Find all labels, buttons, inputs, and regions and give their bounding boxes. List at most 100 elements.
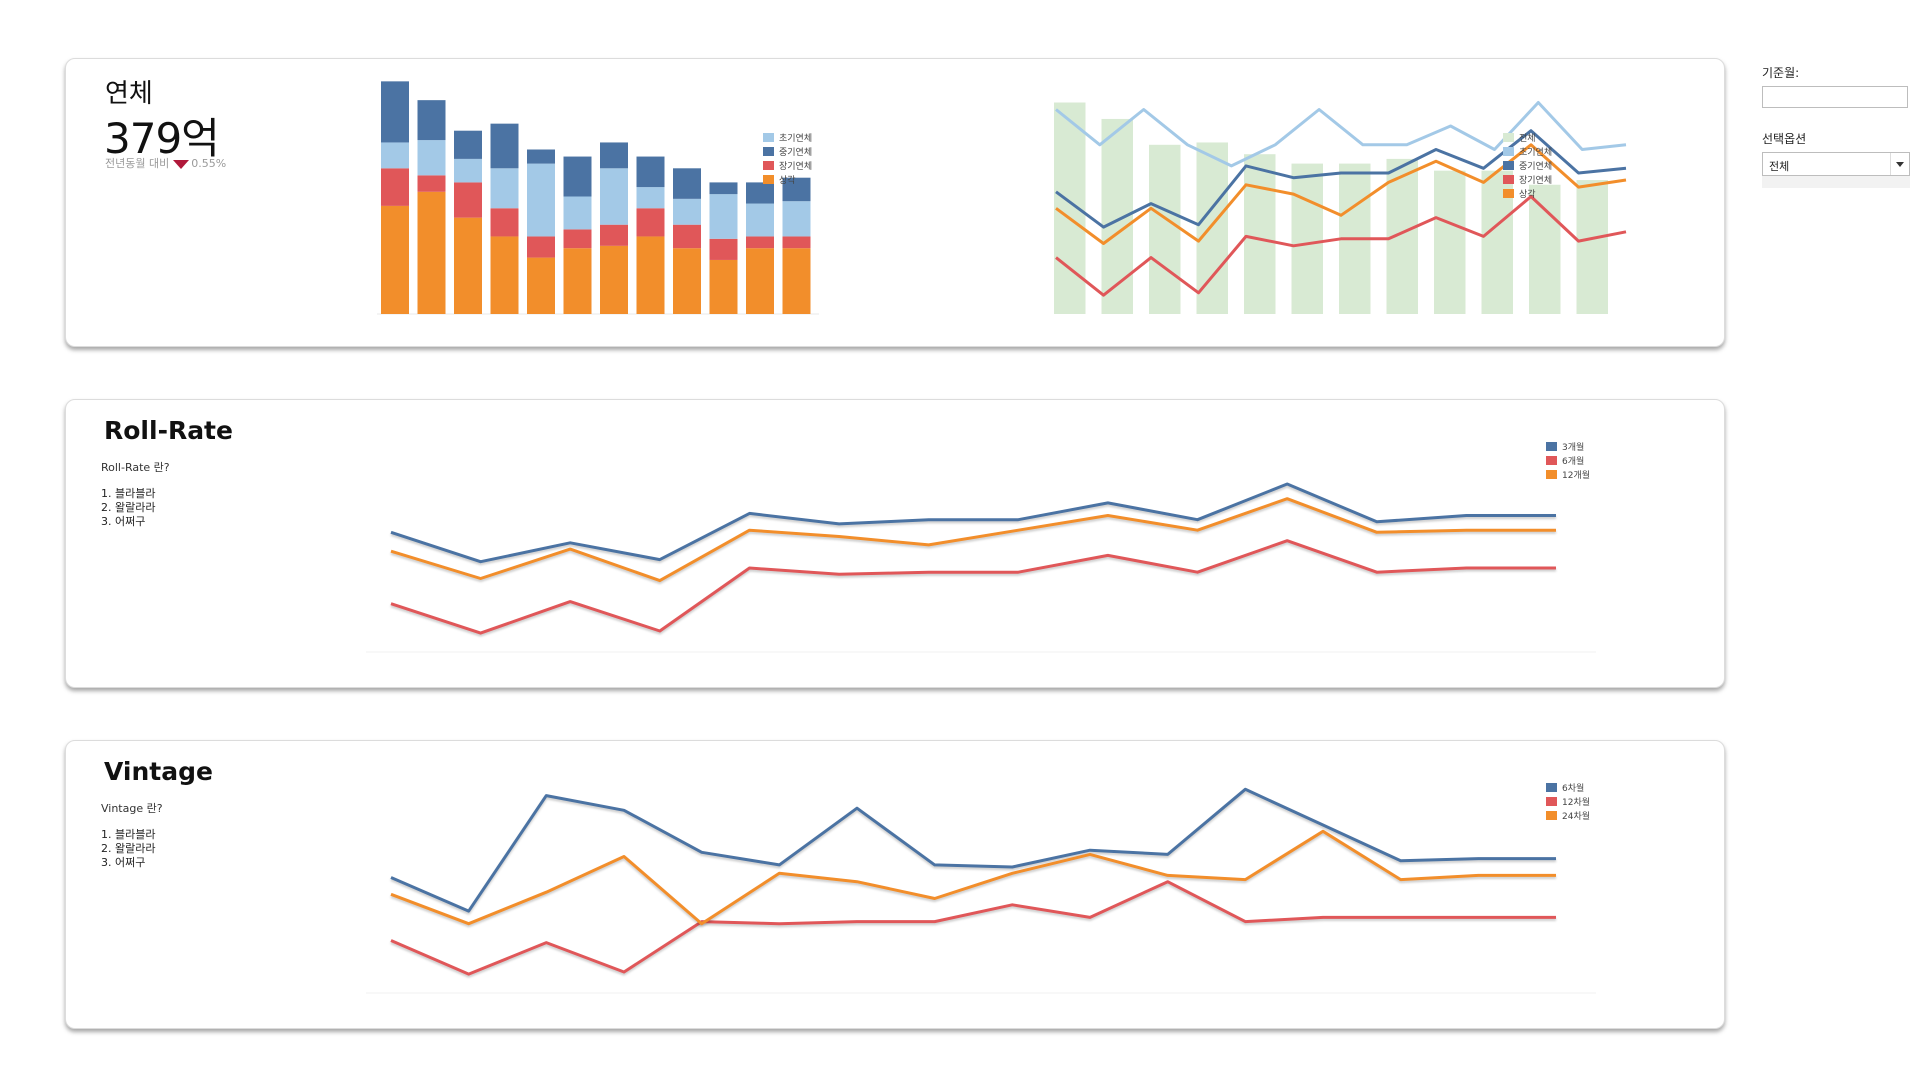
list-item: 3. 어쩌구 (101, 515, 146, 528)
stacked-bar-segment (527, 236, 555, 258)
combo-legend-swatch (1503, 147, 1514, 156)
vintage-legend-swatch (1546, 797, 1557, 806)
rollrate-legend-swatch (1546, 456, 1557, 465)
stacked-bar-segment (527, 257, 555, 314)
rollrate-card: Roll-Rate Roll-Rate 란? 1. 블라블라 2. 왈랄라라 3… (65, 399, 1725, 688)
stacked-bar-segment (417, 191, 446, 314)
stacked-bar-segment (673, 168, 701, 199)
month-input[interactable] (1762, 86, 1908, 108)
rollrate-series-line (390, 482, 1556, 564)
stacked-bar-segment (454, 217, 482, 314)
vintage-line-chart: 6차월 12차월 24차월 (366, 782, 1596, 994)
vintage-card: Vintage Vintage 란? 1. 블라블라 2. 왈랄라라 3. 어쩌… (65, 740, 1725, 1029)
chevron-down-icon[interactable] (1890, 153, 1909, 175)
combo-legend-swatch (1503, 189, 1514, 198)
stacked-bar-segment (636, 187, 665, 209)
stacked-bar-segment (600, 245, 628, 314)
list-item: 1. 블라블라 (101, 828, 156, 841)
kpi-delta-value: 0.55% (191, 157, 227, 170)
rollrate-series-line (390, 539, 1556, 635)
stacked-legend-label: 장기연체 (779, 161, 812, 172)
stacked-bar-segment (782, 248, 811, 314)
combo-legend-label: 전체 (1519, 133, 1536, 144)
combo-legend-swatch (1503, 161, 1514, 170)
stacked-bar-segment (636, 208, 665, 237)
stacked-bar-segment (454, 158, 482, 183)
vintage-desc: Vintage 란? (101, 802, 163, 815)
stacked-bar-segment (563, 156, 592, 197)
stacked-bar-segment (636, 156, 665, 188)
rollrate-list: 1. 블라블라 2. 왈랄라라 3. 어쩌구 (101, 487, 155, 529)
stacked-bar-segment (563, 248, 592, 314)
list-item: 2. 왈랄라라 (101, 501, 156, 514)
option-select[interactable]: 전체 (1762, 152, 1910, 176)
vintage-series-line (390, 787, 1556, 913)
vintage-legend-label: 6차월 (1562, 782, 1584, 794)
stacked-bar-segment (563, 229, 592, 249)
stacked-legend-label: 초기연체 (779, 133, 812, 144)
combo-bar (1529, 184, 1561, 314)
rollrate-legend-swatch (1546, 442, 1557, 451)
vintage-series-line (390, 880, 1556, 976)
rollrate-legend-label: 3개월 (1562, 441, 1584, 453)
combo-series-line (1055, 195, 1627, 297)
combo-bar (1291, 163, 1323, 314)
list-item: 3. 어쩌구 (101, 856, 146, 869)
overview-card: 연체 379억 전년동월 대비 0.55% 초기연체 중기연체 장기연체 상각 전체 초기… (65, 58, 1725, 347)
stacked-legend-swatch (763, 133, 774, 142)
rollrate-series-line (390, 497, 1556, 583)
stacked-bar-segment (600, 142, 628, 169)
vintage-legend-label: 12차월 (1562, 796, 1590, 808)
stacked-bar-segment (563, 196, 592, 230)
stacked-legend-swatch (763, 175, 774, 184)
stacked-bar-segment (417, 175, 446, 192)
stacked-bar-segment (417, 100, 446, 141)
stacked-bar-segment (381, 168, 409, 206)
stacked-bar-segment (782, 177, 811, 202)
rollrate-legend-swatch (1546, 470, 1557, 479)
stacked-legend-label: 상각 (779, 174, 796, 186)
vintage-legend-swatch (1546, 811, 1557, 820)
combo-series-line (1055, 143, 1627, 245)
stacked-bar-segment (673, 198, 701, 225)
option-label: 선택옵션 (1762, 132, 1807, 146)
stacked-legend-swatch (763, 147, 774, 156)
combo-legend-swatch (1503, 133, 1514, 142)
combo-bar (1196, 142, 1228, 314)
vintage-list: 1. 블라블라 2. 왈랄라라 3. 어쩌구 (101, 828, 155, 870)
stacked-bar-segment (381, 81, 409, 143)
combo-legend-label: 장기연체 (1519, 175, 1552, 186)
combo-legend-label: 상각 (1519, 188, 1536, 200)
filter-panel-footer (1762, 176, 1910, 188)
vintage-series-line (390, 829, 1556, 926)
list-item: 1. 블라블라 (101, 487, 156, 500)
stacked-legend-label: 중기연체 (779, 147, 812, 158)
stacked-bar-segment (709, 238, 738, 260)
down-triangle-icon (173, 159, 190, 169)
stacked-bar-segment (381, 142, 409, 169)
stacked-bar-segment (746, 248, 774, 314)
stacked-bar-segment (454, 130, 482, 159)
month-label: 기준월: (1762, 66, 1800, 80)
combo-legend-swatch (1503, 175, 1514, 184)
combo-legend-label: 중기연체 (1519, 161, 1552, 172)
stacked-bar-segment (746, 236, 774, 249)
combo-legend-label: 초기연체 (1519, 147, 1552, 158)
stacked-bar-segment (600, 224, 628, 246)
stacked-bar-segment (673, 224, 701, 249)
stacked-bar-segment (381, 205, 409, 314)
combo-series-line (1055, 101, 1627, 168)
stacked-bar-segment (490, 168, 519, 209)
stacked-bar-segment (454, 182, 482, 218)
stacked-bar-segment (709, 194, 738, 239)
stacked-bar-segment (527, 149, 555, 164)
rollrate-desc: Roll-Rate 란? (101, 461, 170, 474)
combo-bar (1054, 102, 1086, 314)
combo-bar (1244, 154, 1276, 314)
kpi-delta: 전년동월 대비 0.55% (105, 155, 226, 171)
combo-bar (1149, 144, 1181, 314)
stacked-bar-segment (490, 208, 519, 237)
stacked-bar-segment (490, 236, 519, 314)
vintage-legend-label: 24차월 (1562, 810, 1590, 822)
